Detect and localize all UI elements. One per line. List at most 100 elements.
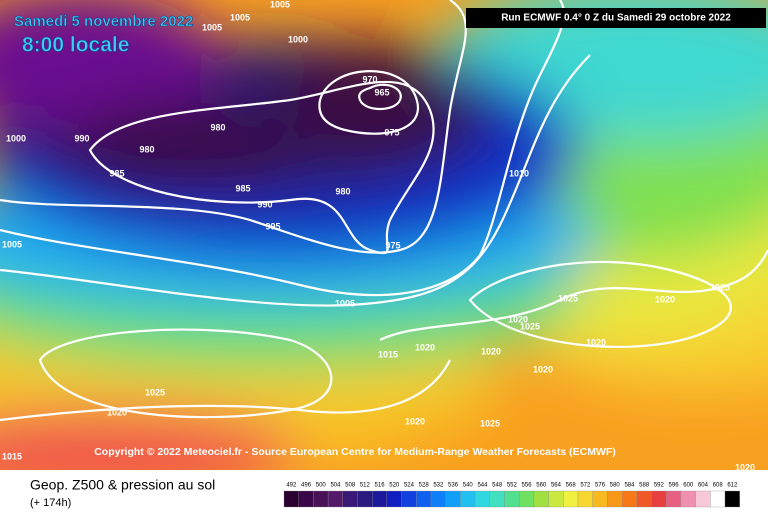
isobar	[38, 328, 333, 419]
scale-label: 572	[580, 483, 591, 489]
scale-label: 540	[463, 483, 474, 489]
scale-label: 508	[345, 483, 356, 489]
isobar-label: 1020	[107, 407, 127, 417]
isobar-label: 1005	[270, 0, 290, 9]
scale-label: 584	[624, 483, 635, 489]
isobar	[318, 70, 419, 135]
copyright: Copyright © 2022 Meteociel.fr - Source E…	[94, 446, 616, 458]
scale-label: 568	[566, 483, 577, 489]
scale-label: 556	[522, 483, 533, 489]
scale-swatch	[460, 490, 476, 508]
geopotential-field: 1005 1005 1005 1000 970 965 980 990 1000 980 985 97…	[0, 0, 768, 472]
isobar	[379, 249, 768, 341]
isobar-label: 985	[109, 168, 124, 178]
isobar-label: 980	[335, 186, 350, 196]
scale-label: 524	[404, 483, 415, 489]
isobar-label: 1020	[508, 314, 528, 324]
isobars	[0, 0, 768, 422]
isobar-label: 1015	[378, 349, 398, 359]
scale-label: 500	[316, 483, 327, 489]
scale-swatch	[607, 490, 623, 508]
isobar	[0, 0, 565, 297]
scale-swatch	[283, 490, 299, 508]
scale-label: 588	[639, 483, 650, 489]
isobar-label: 1005	[230, 12, 250, 22]
scale-label: 536	[448, 483, 459, 489]
isobar-label: 985	[235, 183, 250, 193]
scale-swatch	[342, 490, 358, 508]
isobar-labels: 1005 1005 1005 1000 970 965 980 990 1000 980 985 97…	[2, 0, 755, 472]
footer-lead: (+ 174h)	[30, 497, 71, 509]
scale-swatch	[621, 490, 637, 508]
scale-swatch	[386, 490, 402, 508]
isobar-label: 970	[362, 74, 377, 84]
isobar-label: 1000	[288, 34, 308, 44]
scale-label: 552	[507, 483, 518, 489]
scale-swatch	[533, 490, 549, 508]
scale-label: 600	[683, 483, 694, 489]
isobar	[468, 260, 732, 348]
isobar-label: 1025	[480, 418, 500, 428]
scale-swatch	[313, 490, 329, 508]
isobar-label: 1020	[481, 346, 501, 356]
scale-label: 592	[654, 483, 665, 489]
isobar-label: 995	[265, 221, 280, 231]
isobar-label: 1005	[2, 239, 22, 249]
scale-swatch	[489, 490, 505, 508]
scale-swatch	[680, 490, 696, 508]
isobar-label: 1020	[655, 294, 675, 304]
scale-swatch	[430, 490, 446, 508]
scale-label: 512	[360, 483, 371, 489]
isobar-label: 1020	[415, 342, 435, 352]
run-box	[466, 8, 766, 28]
isobar	[0, 359, 451, 422]
scale-label: 492	[286, 483, 297, 489]
scale-swatch	[710, 490, 726, 508]
scale-swatch	[504, 490, 520, 508]
isobar-label: 1005	[335, 298, 355, 308]
scale-swatch	[298, 490, 314, 508]
isobar-label: 990	[257, 199, 272, 209]
scale-label: 612	[727, 483, 738, 489]
scale-swatch	[577, 490, 593, 508]
isobar-label: 965	[374, 87, 389, 97]
scale-label: 576	[595, 483, 606, 489]
isobar-label: 1025	[558, 293, 578, 303]
isobar-label: 990	[74, 133, 89, 143]
isobar-label: 1010	[509, 168, 529, 178]
scale-swatch	[724, 490, 740, 508]
isobar-label: 1025	[520, 321, 540, 331]
isobar-label: 1025	[145, 387, 165, 397]
scale-swatch	[563, 490, 579, 508]
isobar-label: 975	[384, 127, 399, 137]
scale-swatch	[401, 490, 417, 508]
scale-label: 564	[551, 483, 562, 489]
footer-title: Geop. Z500 & pression au sol	[30, 477, 215, 493]
scale-swatch	[666, 490, 682, 508]
scale-swatch	[548, 490, 564, 508]
isobar-label: 1020	[405, 416, 425, 426]
isobar-label: 975	[385, 240, 400, 250]
scale-label: 608	[713, 483, 724, 489]
scale-swatch	[519, 490, 535, 508]
run-info: Run ECMWF 0.4° 0 Z du Samedi 29 octobre …	[501, 13, 731, 24]
time: 8:00 locale	[22, 34, 129, 57]
scale-swatch	[636, 490, 652, 508]
isobar-label: 1020	[735, 462, 755, 472]
scale-swatch	[445, 490, 461, 508]
scale-swatch	[695, 490, 711, 508]
scale-label: 580	[610, 483, 621, 489]
isobar	[358, 83, 402, 111]
isobar-label: 980	[210, 122, 225, 132]
isobar-label: 1020	[533, 364, 553, 374]
isobar-label: 1025	[710, 282, 730, 292]
scale-label: 496	[301, 483, 312, 489]
scale-label: 560	[536, 483, 547, 489]
scale-swatch	[416, 490, 432, 508]
scale-swatch	[327, 490, 343, 508]
scale-swatch	[474, 490, 490, 508]
isobar-label: 1000	[6, 133, 26, 143]
isobar	[0, 0, 467, 254]
scale-swatch	[357, 490, 373, 508]
